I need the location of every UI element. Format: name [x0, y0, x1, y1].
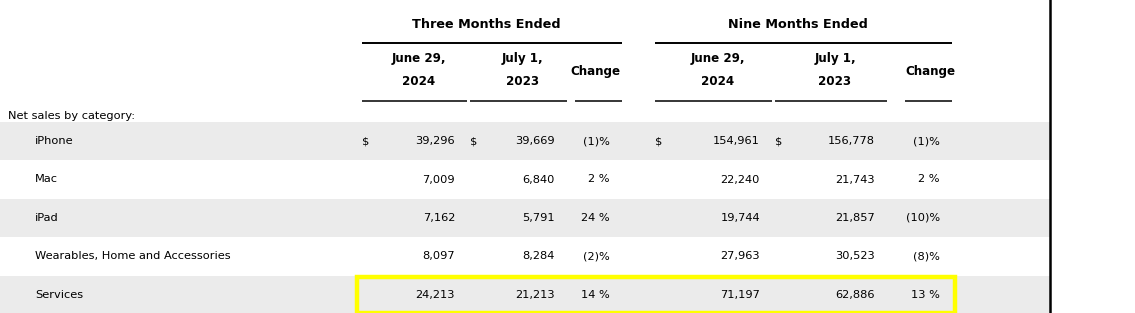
Text: Wearables, Home and Accessories: Wearables, Home and Accessories	[35, 252, 230, 261]
Text: (1)%: (1)%	[583, 136, 609, 146]
Bar	[358, 277, 955, 313]
Text: $: $	[775, 136, 782, 146]
Text: (2)%: (2)%	[583, 252, 609, 261]
Text: 5,791: 5,791	[522, 213, 555, 223]
Text: July 1,: July 1,	[814, 52, 856, 64]
Text: iPad: iPad	[35, 213, 59, 223]
Text: 2023: 2023	[818, 74, 851, 88]
Text: iPhone: iPhone	[35, 136, 74, 146]
Text: 39,296: 39,296	[415, 136, 455, 146]
Text: 154,961: 154,961	[713, 136, 760, 146]
Text: 7,009: 7,009	[422, 175, 455, 184]
Text: $: $	[655, 136, 663, 146]
Text: 8,097: 8,097	[422, 252, 455, 261]
Text: Nine Months Ended: Nine Months Ended	[728, 18, 867, 32]
Text: 7,162: 7,162	[422, 213, 455, 223]
Text: 2024: 2024	[402, 74, 435, 88]
Text: 27,963: 27,963	[721, 252, 760, 261]
Text: (1)%: (1)%	[914, 136, 940, 146]
Bar	[0, 199, 1050, 237]
Text: (10)%: (10)%	[906, 213, 940, 223]
Text: (8)%: (8)%	[914, 252, 940, 261]
Text: 14 %: 14 %	[581, 290, 609, 300]
Text: 156,778: 156,778	[829, 136, 875, 146]
Text: 21,213: 21,213	[515, 290, 555, 300]
Bar	[0, 276, 1050, 313]
Text: Change: Change	[905, 64, 955, 78]
Text: July 1,: July 1,	[502, 52, 544, 64]
Text: 21,743: 21,743	[835, 175, 875, 184]
Text: 30,523: 30,523	[835, 252, 875, 261]
Text: Three Months Ended: Three Months Ended	[412, 18, 561, 32]
Bar	[0, 122, 1050, 160]
Text: 2 %: 2 %	[918, 175, 940, 184]
Text: 21,857: 21,857	[835, 213, 875, 223]
Text: June 29,: June 29,	[690, 52, 745, 64]
Text: 13 %: 13 %	[911, 290, 940, 300]
Text: 24,213: 24,213	[415, 290, 455, 300]
Text: 19,744: 19,744	[721, 213, 760, 223]
Text: 62,886: 62,886	[835, 290, 875, 300]
Text: June 29,: June 29,	[392, 52, 446, 64]
Text: 71,197: 71,197	[720, 290, 760, 300]
Text: Mac: Mac	[35, 175, 58, 184]
Text: $: $	[362, 136, 369, 146]
Text: 2023: 2023	[506, 74, 539, 88]
Text: 2024: 2024	[701, 74, 734, 88]
Text: 6,840: 6,840	[522, 175, 555, 184]
Text: $: $	[470, 136, 478, 146]
Text: Net sales by category:: Net sales by category:	[8, 111, 135, 121]
Text: 39,669: 39,669	[515, 136, 555, 146]
Text: Services: Services	[35, 290, 83, 300]
Text: 2 %: 2 %	[589, 175, 609, 184]
Text: 8,284: 8,284	[522, 252, 555, 261]
Text: 22,240: 22,240	[721, 175, 760, 184]
Text: Change: Change	[570, 64, 620, 78]
Text: 24 %: 24 %	[581, 213, 609, 223]
